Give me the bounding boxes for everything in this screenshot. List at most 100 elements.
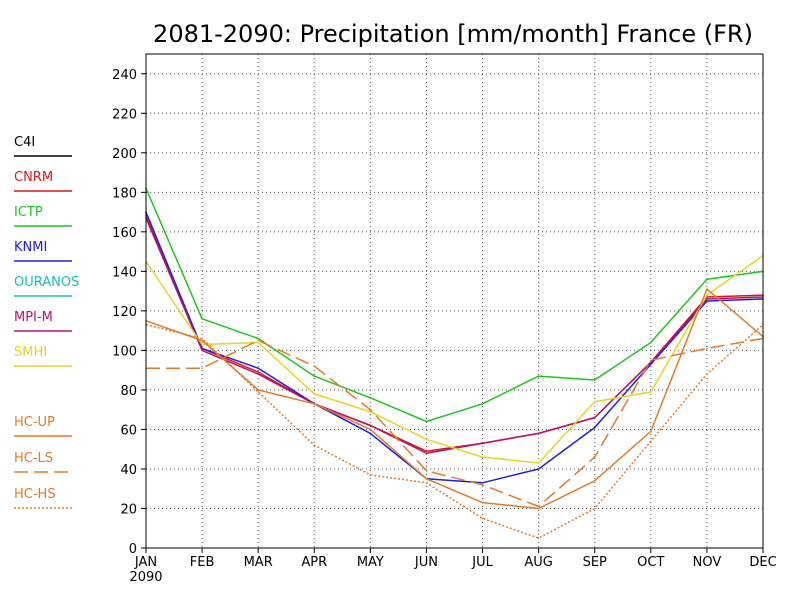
data-point xyxy=(537,505,540,508)
y-tick-label: 120 xyxy=(112,305,137,320)
legend-label: HC-HS xyxy=(14,487,56,502)
data-point xyxy=(257,389,260,391)
x-tick-label: APR xyxy=(301,555,327,570)
data-point xyxy=(369,432,372,435)
y-tick-label: 40 xyxy=(120,463,137,478)
data-point xyxy=(257,367,260,370)
series-line xyxy=(145,254,764,464)
data-point xyxy=(706,288,708,290)
data-point xyxy=(201,318,203,320)
data-point xyxy=(537,468,540,470)
data-point xyxy=(537,375,540,377)
data-point xyxy=(369,428,372,431)
data-point xyxy=(650,359,652,362)
data-point xyxy=(593,416,596,419)
y-tick-label: 0 xyxy=(129,542,137,557)
y-tick-label: 140 xyxy=(112,265,137,280)
data-point xyxy=(650,430,652,433)
x-tick-label: DEC xyxy=(749,555,776,570)
legend-label: C4I xyxy=(14,135,35,150)
x-tick-label: SEP xyxy=(583,555,607,570)
data-point xyxy=(201,349,203,352)
x-tick-label: MAY xyxy=(357,555,384,570)
x-tick-label: JAN xyxy=(134,555,157,570)
data-point xyxy=(257,373,260,375)
data-point xyxy=(593,379,596,381)
data-point xyxy=(369,424,372,427)
y-axis: 0 20 40 60 80 100 120 140 160 180 200 220 240 xyxy=(112,68,146,557)
data-point xyxy=(313,375,316,377)
data-point xyxy=(650,440,652,443)
x-tick-label: NOV xyxy=(693,555,722,570)
data-point xyxy=(201,339,203,342)
data-point xyxy=(481,442,484,445)
series-line xyxy=(145,288,764,510)
data-point xyxy=(537,537,540,539)
data-point xyxy=(481,456,484,458)
data-point xyxy=(706,347,708,350)
data-point xyxy=(313,403,316,405)
data-point xyxy=(706,298,708,300)
legend-label: SMHI xyxy=(14,345,47,360)
data-point xyxy=(313,444,316,447)
y-tick-label: 80 xyxy=(120,384,137,399)
y-tick-label: 160 xyxy=(112,226,137,241)
legend-label: CNRM xyxy=(14,170,53,185)
data-point xyxy=(537,462,540,464)
legend-label: OURANOS xyxy=(14,275,79,290)
data-point xyxy=(257,371,260,373)
data-point xyxy=(593,426,596,429)
plot-frame xyxy=(145,53,764,549)
series-line xyxy=(146,337,764,508)
x-axis: JAN FEB MAR APR MAY JUN JUL AUG SEP OCT NOV DEC 2090 xyxy=(129,548,777,585)
y-tick-label: 180 xyxy=(112,186,137,201)
data-point xyxy=(425,450,428,453)
data-point xyxy=(257,391,260,393)
data-point xyxy=(425,438,428,441)
y-tick-label: 220 xyxy=(112,107,137,122)
data-point xyxy=(313,365,316,368)
data-point xyxy=(537,432,540,435)
series-line xyxy=(145,188,764,423)
data-point xyxy=(650,363,652,366)
legend-label: KNMI xyxy=(14,240,47,255)
y-tick-label: 20 xyxy=(120,502,137,517)
y-tick-label: 100 xyxy=(112,344,137,359)
x-tick-label: JUL xyxy=(471,555,493,570)
data-point xyxy=(425,478,428,480)
y-tick-label: 200 xyxy=(112,147,137,162)
data-point xyxy=(369,397,372,399)
data-point xyxy=(257,337,260,340)
data-point xyxy=(369,410,372,413)
x-tick-label: JUN xyxy=(414,555,438,570)
data-point xyxy=(593,401,596,403)
y-tick-label: 240 xyxy=(112,68,137,83)
x-tick-label: MAR xyxy=(244,555,273,570)
data-point xyxy=(650,341,652,344)
data-point xyxy=(369,408,372,411)
grid xyxy=(146,54,763,548)
x-tick-label: FEB xyxy=(190,555,215,570)
legend: C4I CNRM ICTP KNMI OURANOS MPI-M SMHI HC-UP HC-L… xyxy=(14,135,79,509)
data-point xyxy=(201,337,203,340)
data-point xyxy=(481,482,484,484)
data-point xyxy=(481,517,484,520)
data-point xyxy=(706,278,708,281)
x-tick-label: AUG xyxy=(524,555,552,570)
data-point xyxy=(706,373,708,375)
data-point xyxy=(593,480,596,482)
data-point xyxy=(481,484,484,486)
data-point xyxy=(369,474,372,476)
chart-title: 2081-2090: Precipitation [mm/month] Fran… xyxy=(153,20,753,48)
data-point xyxy=(706,300,708,302)
data-point xyxy=(257,339,260,342)
legend-label: HC-LS xyxy=(14,451,53,466)
data-point xyxy=(706,294,708,296)
data-point xyxy=(201,367,203,370)
data-point xyxy=(425,420,428,423)
data-point xyxy=(201,343,203,346)
plot-lines xyxy=(145,187,764,539)
data-point xyxy=(593,507,596,510)
data-point xyxy=(425,470,428,472)
x-year-label: 2090 xyxy=(129,570,162,585)
